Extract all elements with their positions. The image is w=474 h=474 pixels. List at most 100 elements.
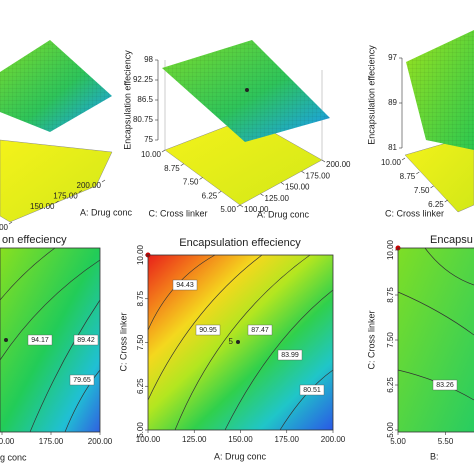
tick-label: 200.00 [77, 181, 102, 190]
contour-label: 83.26 [436, 382, 454, 389]
tick-label: 7.50 [183, 178, 199, 187]
tick-mark [236, 204, 241, 208]
axis-label: C: Cross linker [366, 310, 376, 369]
tick-mark [78, 190, 82, 193]
contour-label-box [195, 324, 221, 336]
tick-mark [260, 193, 264, 196]
contour-label: 94.43 [176, 282, 194, 289]
tick-mark [55, 200, 59, 204]
tick-label: 89 [388, 98, 397, 107]
tick-label: 100.00 [136, 435, 161, 444]
tick-label: 6.25 [202, 191, 218, 200]
tick-mark [199, 177, 203, 180]
tick-label: 97 [388, 53, 397, 62]
tick-label: 200.00 [326, 160, 351, 169]
tick-mark [8, 221, 13, 225]
tick-label: 80.75 [133, 115, 154, 124]
tick-mark [321, 159, 326, 163]
contour-label: 90.95 [199, 327, 217, 334]
axis-label: A: Drug conc [257, 209, 310, 219]
axis-label: Encapsulation effeciency [122, 50, 132, 150]
tick-label: 175.00 [53, 192, 78, 201]
tick-mark [101, 179, 106, 183]
contour-label-box [73, 334, 99, 346]
contour-label: 79.65 [73, 377, 91, 384]
tick-mark [180, 163, 184, 166]
floor [0, 139, 113, 223]
axis-label: Encapsu [430, 234, 473, 246]
tick-mark [401, 157, 406, 161]
surface-mesh [406, 30, 474, 150]
axis-label: A: Drug conc [80, 207, 133, 217]
contour-fill [398, 248, 474, 432]
tick-label: 175.00 [275, 435, 300, 444]
surface-mesh [0, 40, 112, 132]
tick-label: 125.00 [182, 435, 207, 444]
tick-mark [218, 191, 222, 194]
tick-label: 150.00 [285, 183, 310, 192]
tick-label: 8.75 [164, 164, 180, 173]
contour-label-box [27, 334, 53, 346]
tick-label: 7.50 [136, 334, 145, 350]
design-point [4, 338, 8, 342]
tick-label: 92.25 [133, 75, 154, 84]
tick-label: 10.00 [381, 158, 402, 167]
contour-label: 94.17 [31, 337, 49, 344]
contour-label: 89.42 [77, 337, 95, 344]
tick-label: 6.25 [136, 378, 145, 394]
plot-frame [0, 247, 101, 433]
axis-label: 5 [229, 337, 234, 346]
axis-label: C: Cross linker [385, 208, 444, 218]
tick-mark [161, 149, 166, 153]
tick-label: 8.75 [136, 290, 145, 306]
tick-label: 5.00 [220, 205, 236, 214]
tick-mark [301, 171, 305, 174]
axis-label: Encapsulation effeciency [366, 45, 376, 145]
tick-label: 125.00 [265, 194, 290, 203]
axis-label: g conc [0, 452, 27, 462]
tick-label: 150.00 [228, 435, 253, 444]
tick-label: 5.00 [386, 422, 395, 438]
contour-label-box [299, 384, 325, 396]
tick-label: 8.75 [400, 172, 416, 181]
contour-lines [0, 247, 101, 433]
axis-label: C: Cross linker [118, 312, 128, 371]
contour-label: 83.99 [281, 352, 299, 359]
contour-label-box [69, 374, 95, 386]
contour-label-box [172, 279, 198, 291]
contour-label-box [247, 324, 273, 336]
contour-label: 80.51 [303, 387, 321, 394]
axis-label: C: Cross linker [148, 208, 207, 218]
tick-label: 10.00 [386, 239, 395, 260]
tick-mark [444, 199, 448, 203]
tick-label: 175.00 [306, 171, 331, 180]
tick-label: 200.00 [321, 435, 346, 444]
tick-mark [430, 185, 434, 189]
tick-label: 150.00 [0, 437, 15, 446]
tick-label: 10.00 [141, 150, 162, 159]
tick-label: 5.50 [438, 437, 454, 446]
layout [0, 30, 474, 433]
tick-label: 6.25 [428, 200, 444, 209]
tick-label: 100.00 [244, 205, 269, 214]
axis-label: A: Drug conc [214, 451, 267, 461]
tick-mark [416, 171, 420, 175]
tick-label: 150.00 [30, 202, 55, 211]
axis-label: Encapsulation effeciency [179, 237, 301, 249]
tick-label: 81 [388, 143, 397, 152]
tick-label: 200.00 [88, 437, 113, 446]
tick-label: 5.00 [390, 437, 406, 446]
tick-label: 7.50 [414, 186, 430, 195]
contour-label-box [432, 379, 458, 391]
tick-mark [280, 182, 285, 185]
axis-label: B: [430, 451, 439, 461]
tick-mark [239, 204, 244, 208]
contour-label-box [277, 349, 303, 361]
tick-label: 7.50 [386, 332, 395, 348]
tick-label: 75 [144, 135, 153, 144]
tick-label: 98 [144, 55, 153, 64]
tick-label: 6.25 [386, 377, 395, 393]
design-point [245, 88, 249, 92]
tick-label: 175.00 [39, 437, 64, 446]
